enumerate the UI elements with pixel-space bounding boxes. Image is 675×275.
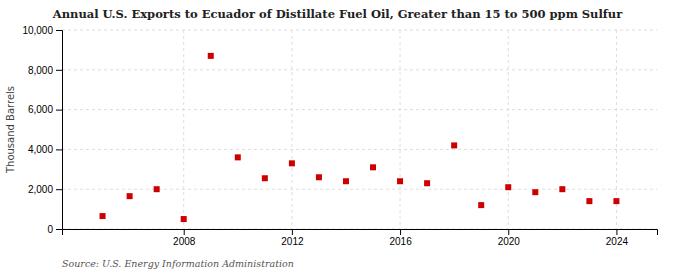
y-tick: 8,000 <box>28 65 62 76</box>
x-grid-line <box>400 30 401 229</box>
y-tick: 0 <box>47 224 62 235</box>
point <box>613 198 619 204</box>
x-tick-label: 2016 <box>389 236 412 247</box>
y-axis-line <box>56 31 63 230</box>
point <box>208 53 214 59</box>
y-tick-mark <box>56 229 62 230</box>
y-tick-mark <box>56 70 62 71</box>
point <box>451 142 457 148</box>
point <box>289 160 295 166</box>
grid <box>62 30 657 229</box>
y-tick-mark <box>56 149 62 150</box>
y-grid-line <box>62 189 657 190</box>
y-axis: 0 2,000 4,000 6,000 8,000 10,000 <box>22 25 62 235</box>
x-tick-label: 2024 <box>606 236 629 247</box>
point <box>154 186 160 192</box>
y-tick: 6,000 <box>28 104 62 115</box>
points <box>100 53 620 222</box>
point <box>343 178 349 184</box>
point <box>100 213 106 219</box>
y-grid-line <box>62 30 657 31</box>
point <box>478 202 484 208</box>
y-tick-mark <box>56 189 62 190</box>
y-grid-line <box>62 109 657 110</box>
plot: 2008 2012 2016 2020 2024 0 2,000 4,000 6,000 8,00… <box>22 25 657 247</box>
y-tick: 4,000 <box>28 144 62 155</box>
point <box>424 180 430 186</box>
x-grid-line <box>291 30 292 229</box>
point <box>370 164 376 170</box>
x-tick-mark <box>616 229 617 235</box>
x-tick-label: 2008 <box>173 236 196 247</box>
x-tick: 2016 <box>389 229 412 247</box>
point <box>559 186 565 192</box>
chart: 2008 2012 2016 2020 2024 0 2,000 4,000 6,000 8,00… <box>0 0 675 275</box>
x-axis: 2008 2012 2016 2020 2024 <box>63 229 658 247</box>
x-axis-line <box>63 230 658 236</box>
y-grid-line <box>62 69 657 70</box>
y-tick-mark <box>56 30 62 31</box>
x-grid-line <box>183 30 184 229</box>
y-tick-label: 10,000 <box>22 25 53 36</box>
y-axis-label: Thousand Barrels <box>5 86 16 174</box>
x-grid-line <box>508 30 509 229</box>
point <box>181 216 187 222</box>
point <box>316 174 322 180</box>
source-note: Source: U.S. Energy Information Administ… <box>62 258 294 269</box>
point <box>127 193 133 199</box>
y-tick-label: 4,000 <box>28 144 53 155</box>
y-tick-label: 8,000 <box>28 65 53 76</box>
x-tick: 2012 <box>281 229 304 247</box>
x-tick-mark <box>508 229 509 235</box>
y-tick: 2,000 <box>28 184 62 195</box>
x-tick-mark <box>292 229 293 235</box>
y-tick-label: 6,000 <box>28 104 53 115</box>
x-tick-mark <box>184 229 185 235</box>
x-tick-label: 2012 <box>281 236 304 247</box>
x-tick: 2024 <box>606 229 629 247</box>
x-tick-label: 2020 <box>498 236 521 247</box>
y-tick-label: 2,000 <box>28 184 53 195</box>
point <box>505 184 511 190</box>
y-grid-line <box>62 149 657 150</box>
x-tick-mark <box>400 229 401 235</box>
point <box>235 154 241 160</box>
point <box>586 198 592 204</box>
y-tick: 10,000 <box>22 25 62 36</box>
y-tick-mark <box>56 110 62 111</box>
point <box>397 178 403 184</box>
x-tick: 2008 <box>173 229 196 247</box>
point <box>532 189 538 195</box>
y-tick-label: 0 <box>47 224 53 235</box>
point <box>262 175 268 181</box>
x-tick: 2020 <box>498 229 521 247</box>
title: Annual U.S. Exports to Ecuador of Distil… <box>52 7 623 21</box>
